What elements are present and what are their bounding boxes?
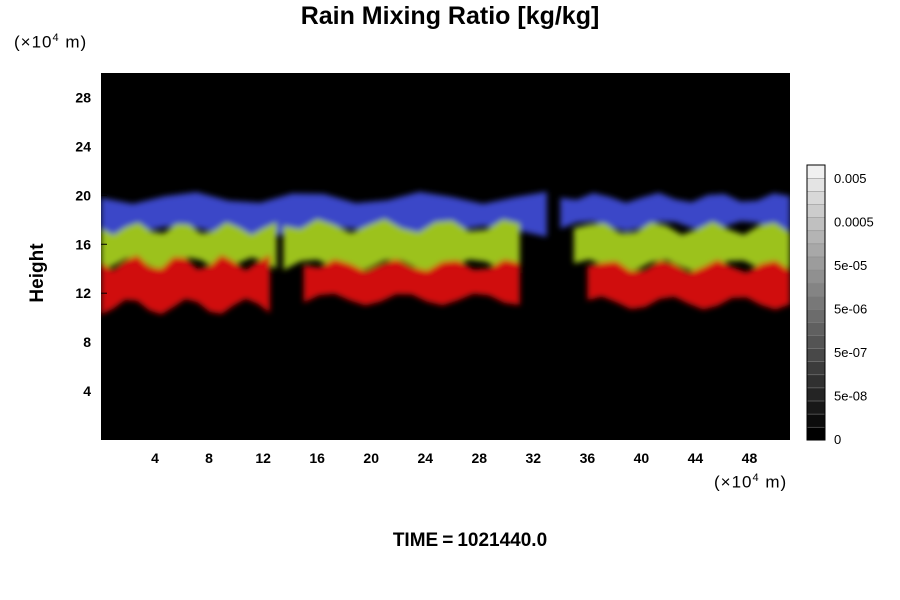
colorbar-step [806,164,826,179]
colorbar-frame [806,164,826,441]
colorbar-step [806,177,826,192]
band-yellow-green-0 [101,222,277,271]
x-axis-unit: (×104 m) [714,472,787,493]
colorbar-step [806,190,826,205]
colorbar-step [806,269,826,284]
colorbar-step [806,243,826,258]
y-tick-label: 28 [75,89,91,105]
heatmap-bands [101,191,790,315]
colorbar-step [806,295,826,310]
x-tick-label: 16 [309,450,325,466]
colorbar-step [806,413,826,428]
y-tick-label: 12 [75,285,91,301]
y-tick-label: 20 [75,187,91,203]
band-red-2 [587,259,790,310]
colorbar-step [806,308,826,323]
band-red-0 [101,254,270,315]
x-tick-label: 8 [205,450,213,466]
x-tick-label: 12 [255,450,271,466]
colorbar-step [806,348,826,362]
band-yellow-green-2 [573,221,790,274]
y-tick-label: 24 [75,138,91,154]
y-axis-unit: (×104 m) [14,32,87,53]
colorbar-step [806,387,826,402]
colorbar-label: 5e-08 [834,389,867,404]
y-tick-label: 4 [83,383,91,399]
x-axis: 4 8 12 16 20 24 28 32 36 40 44 48 [151,434,757,466]
band-yellow-green-1 [283,218,520,274]
x-unit-exponent: 4 [752,472,760,484]
time-readout: TIME = 1021440.0 [0,530,900,552]
chart-title: Rain Mixing Ratio [kg/kg] [300,2,600,30]
colorbar-label: 0 [834,432,841,447]
colorbar-step [806,282,826,297]
colorbar-label: 5e-07 [834,345,867,360]
colorbar-step [806,426,826,441]
y-unit-exponent: 4 [52,32,60,44]
colorbar-label: 0.005 [834,171,867,186]
band-blue-1 [560,192,790,231]
x-tick-label: 36 [580,450,596,466]
colorbar-step [806,217,826,232]
colorbar-step [806,230,826,245]
colorbar-label: 5e-06 [834,302,867,317]
time-value: 1021440.0 [457,530,548,551]
x-tick-label: 40 [634,450,650,466]
time-equals: = [442,530,454,551]
band-red-1 [303,259,520,306]
time-label: TIME [392,530,439,551]
colorbar-step [806,256,826,271]
colorbar: 0 5e-08 5e-07 5e-06 5e-05 0.0005 0.005 [806,164,874,447]
colorbar-label: 0.0005 [834,215,874,230]
x-tick-label: 24 [417,450,433,466]
colorbar-step [806,204,826,218]
x-tick-label: 44 [688,450,704,466]
y-unit-suffix: m) [59,32,88,52]
colorbar-step [806,334,826,349]
colorbar-step [806,374,826,389]
x-tick-label: 4 [151,450,159,466]
x-unit-suffix: m) [759,472,788,492]
x-unit-prefix: (×10 [714,472,753,492]
y-tick-label: 16 [75,236,91,252]
colorbar-step [806,321,826,336]
colorbar-label: 5e-05 [834,258,867,273]
y-axis: 4 8 12 16 20 24 28 [75,89,107,399]
colorbar-step [806,400,826,415]
x-tick-label: 20 [363,450,379,466]
x-tick-label: 48 [742,450,758,466]
x-tick-label: 32 [526,450,542,466]
y-unit-prefix: (×10 [14,32,53,52]
x-tick-label: 28 [471,450,487,466]
colorbar-step [806,361,826,376]
y-tick-label: 8 [83,334,91,350]
